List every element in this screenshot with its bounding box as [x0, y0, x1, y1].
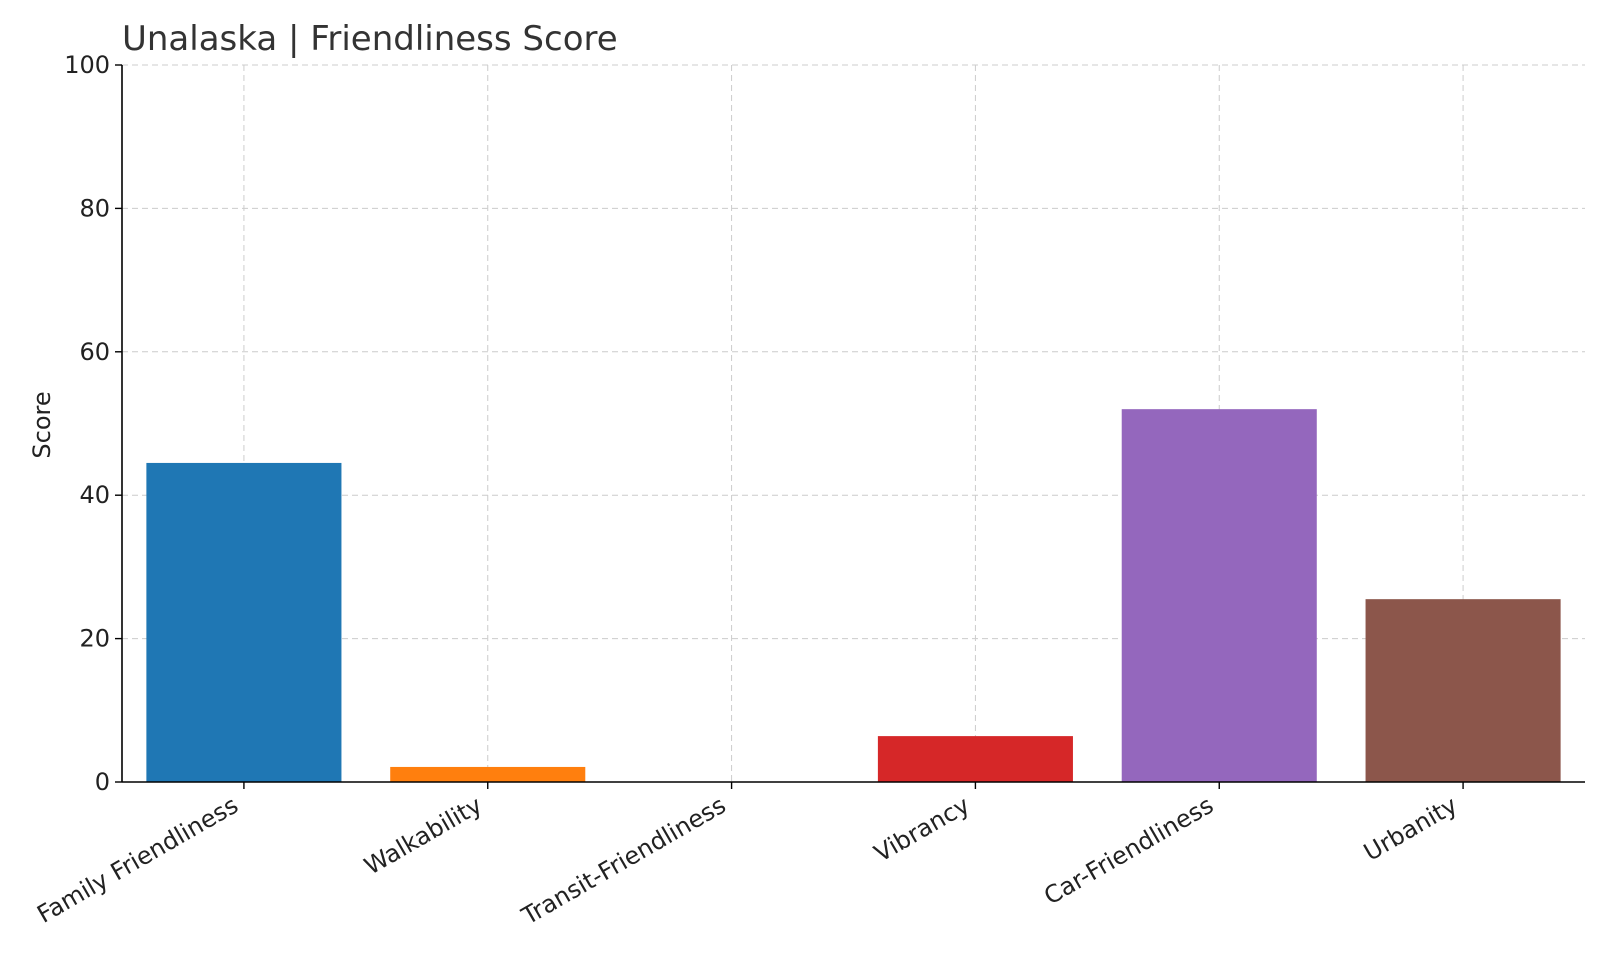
x-tick-label: Transit-Friendliness: [516, 791, 730, 931]
bars: [146, 409, 1561, 782]
bar: [390, 766, 586, 782]
y-axis-label: Score: [28, 391, 56, 458]
bar: [1121, 409, 1317, 782]
x-tick-label: Walkability: [360, 791, 487, 881]
y-tick-label: 80: [79, 194, 110, 222]
bar: [146, 462, 342, 782]
grid-lines: [122, 64, 1585, 782]
axes: [115, 64, 1585, 789]
y-tick-label: 100: [64, 51, 110, 79]
x-tick-label: Car-Friendliness: [1039, 791, 1218, 911]
x-tick-label: Urbanity: [1359, 791, 1462, 867]
chart-title: Unalaska | Friendliness Score: [122, 19, 618, 59]
y-tick-label: 0: [95, 768, 110, 796]
y-tick-label: 20: [79, 625, 110, 653]
x-tick-label: Family Friendliness: [32, 791, 243, 929]
y-tick-label: 60: [79, 338, 110, 366]
bar: [877, 736, 1073, 782]
bar: [1365, 599, 1561, 782]
y-tick-label: 40: [79, 481, 110, 509]
x-tick-label: Vibrancy: [869, 791, 974, 868]
